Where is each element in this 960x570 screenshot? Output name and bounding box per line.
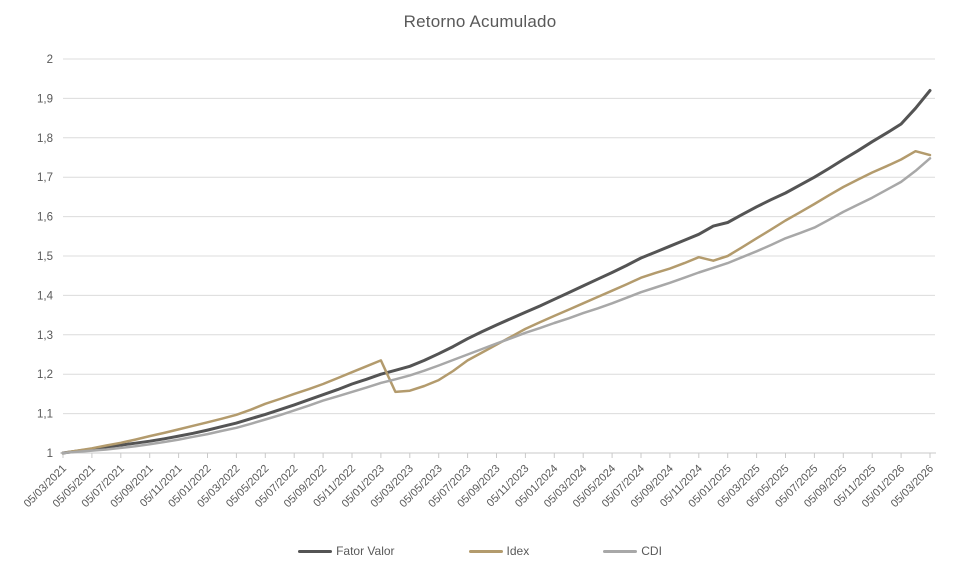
legend-item-idex: Idex: [468, 544, 530, 558]
y-axis-label: 1,4: [37, 290, 54, 302]
legend-item-fator-valor: Fator Valor: [298, 544, 395, 558]
idex-line-swatch: [468, 549, 503, 553]
series-line-idex: [61, 149, 932, 455]
series-line-cdi: [61, 157, 932, 455]
legend-item-cdi: CDI: [603, 544, 662, 558]
y-axis-label: 1,9: [37, 93, 53, 105]
y-axis-label: 1,7: [37, 172, 53, 184]
fator-valor-line-swatch: [298, 549, 333, 553]
legend-label-idex: Idex: [506, 544, 530, 558]
series-line-fator-valor: [61, 89, 932, 455]
y-axis-label: 1,5: [37, 251, 53, 263]
y-axis-label: 1: [47, 448, 53, 460]
cdi-line-swatch: [603, 549, 638, 553]
y-axis-label: 1,6: [37, 212, 53, 224]
y-axis-label: 1,8: [37, 133, 53, 145]
y-axis-label: 1,2: [37, 369, 53, 381]
series-lines: [61, 89, 932, 455]
legend-label-fator-valor: Fator Valor: [336, 544, 395, 558]
y-axis-label: 2: [47, 54, 53, 66]
y-axis-labels: 2 1,9 1,8 1,7 1,6 1,5 1,4 1,3 1,2 1,1 1: [37, 54, 54, 460]
legend: Fator Valor Idex CDI: [0, 544, 960, 558]
x-axis: [60, 452, 936, 458]
y-axis-label: 1,3: [37, 330, 53, 342]
gridlines: [63, 58, 935, 454]
chart-title: Retorno Acumulado: [403, 12, 557, 31]
legend-label-cdi: CDI: [641, 544, 662, 558]
x-axis-labels: 05/03/202105/05/202105/07/202105/09/2021…: [22, 463, 936, 510]
y-axis-label: 1,1: [37, 409, 53, 421]
